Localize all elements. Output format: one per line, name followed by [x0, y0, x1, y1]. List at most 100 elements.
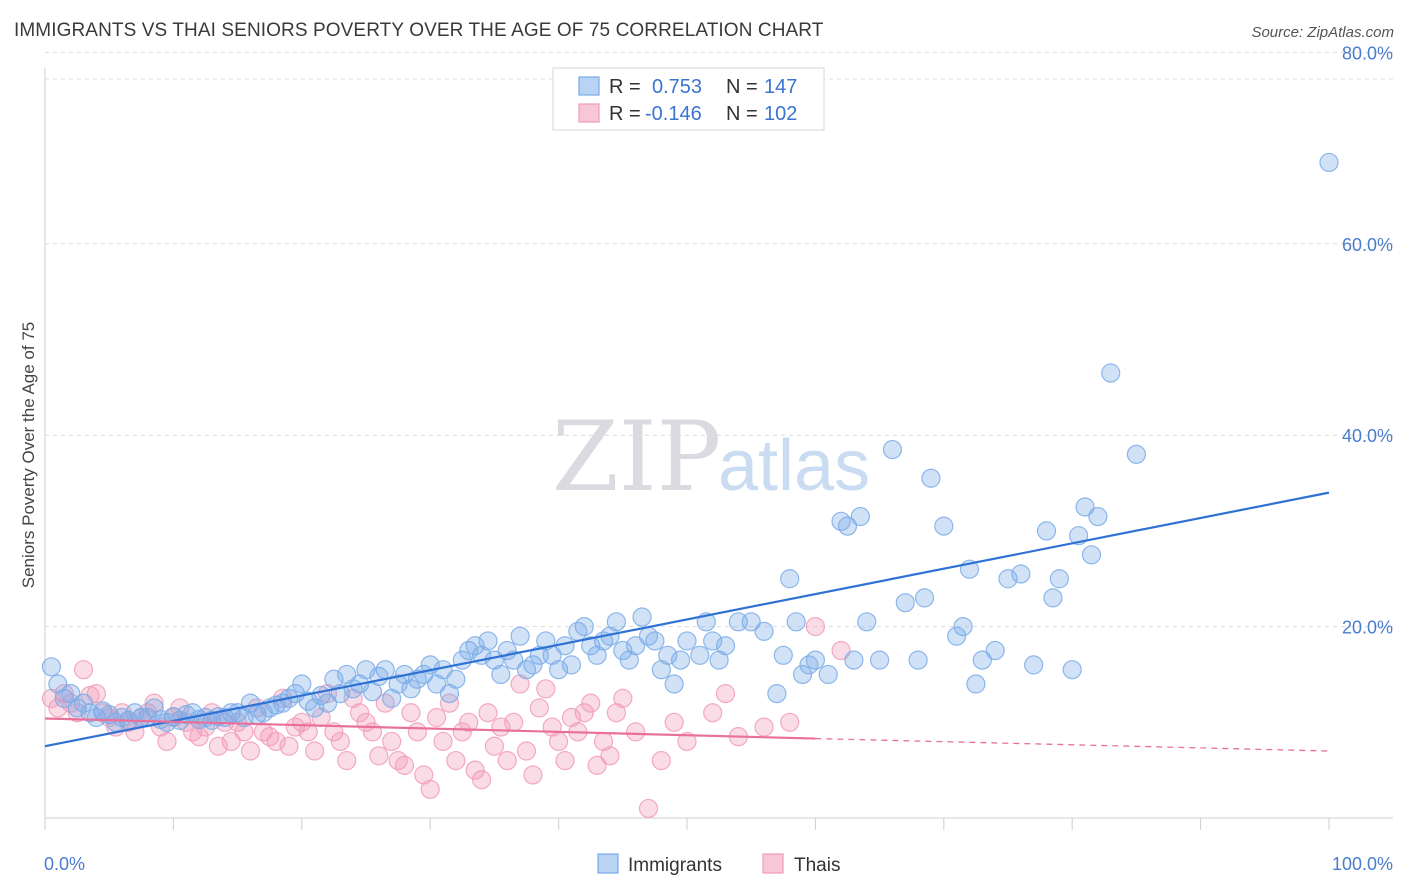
immigrants-point [844, 650, 864, 670]
thais-point [805, 616, 826, 637]
immigrants-point [869, 650, 890, 670]
bottom-legend-thais: Thais [794, 855, 840, 876]
immigrants-point [1088, 506, 1108, 527]
legend-swatch-thais [578, 103, 600, 123]
legend-swatch-immigrants [578, 76, 600, 96]
thais-point [651, 750, 671, 771]
thais-point [471, 770, 492, 790]
thais-point [189, 727, 209, 747]
thais-point [754, 717, 774, 737]
immigrants-point [626, 636, 646, 656]
immigrants-point [1011, 564, 1031, 584]
thais-point [523, 765, 543, 785]
immigrants-point [914, 588, 935, 608]
immigrants-point [317, 693, 338, 713]
immigrants-point [651, 660, 671, 680]
immigrants-point [658, 645, 678, 665]
immigrants-point [632, 607, 652, 627]
immigrants-point [73, 693, 94, 713]
legend-n-value-1: 147 [764, 76, 797, 98]
immigrants-point [953, 616, 973, 637]
immigrants-point [375, 660, 395, 680]
immigrants-point [645, 631, 665, 651]
thais-point [324, 722, 344, 742]
immigrants-point [587, 645, 607, 665]
thais-point [362, 722, 383, 742]
immigrants-point [690, 645, 710, 665]
watermark-atlas: atlas [718, 426, 870, 506]
thais-point [484, 736, 504, 756]
thais-point [715, 683, 736, 704]
immigrants-point [664, 674, 684, 694]
immigrants-point [478, 631, 498, 651]
thais-point [677, 731, 697, 752]
thais-point [516, 741, 537, 761]
immigrants-point [1075, 497, 1095, 517]
immigrants-point [1319, 152, 1339, 173]
thais-point [465, 760, 485, 780]
thais-point [831, 640, 851, 661]
thais-point [157, 731, 177, 752]
y-tick-label: 60.0% [1342, 235, 1393, 255]
immigrants-point [382, 688, 402, 708]
thais-point [298, 722, 318, 742]
y-tick-label: 80.0% [1342, 43, 1393, 63]
bottom-legend-swatch-immigrants [597, 853, 619, 874]
thais-point [73, 660, 94, 680]
immigrants-point [670, 650, 691, 670]
bottom-legend-swatch-thais [762, 853, 784, 874]
immigrants-point [773, 645, 793, 665]
immigrants-point [857, 612, 877, 632]
immigrants-point [837, 516, 858, 536]
legend-n-label-1: N = [726, 76, 758, 98]
immigrants-point [1101, 363, 1121, 383]
thais-point [581, 693, 601, 713]
bottom-legend: Immigrants Thais [597, 853, 840, 876]
thais-point [433, 731, 453, 752]
legend-r-value-2: -0.146 [645, 103, 702, 125]
immigrants-point [850, 506, 870, 527]
thais-point [407, 722, 427, 742]
thais-point [86, 683, 106, 704]
legend-r-label-2: R = [609, 103, 641, 125]
immigrants-point [388, 674, 408, 694]
immigrants-point [1024, 655, 1044, 675]
thais-point [414, 765, 434, 785]
source-label: Source: ZipAtlas.com [1251, 24, 1394, 41]
immigrants-point [966, 674, 986, 694]
immigrants-point [985, 640, 1005, 661]
thais-point [208, 736, 228, 756]
thais-point [600, 746, 620, 766]
immigrants-point [48, 674, 68, 694]
thais-point [555, 750, 575, 771]
thais-point [446, 750, 466, 771]
thais-point [305, 741, 325, 761]
thais-point [491, 717, 511, 737]
x-tick-label-max: 100.0% [1332, 854, 1393, 874]
immigrants-point [305, 698, 325, 718]
thais-point [48, 698, 68, 718]
thais-point [427, 707, 447, 728]
immigrants-point [61, 683, 81, 704]
thais-point [574, 703, 594, 723]
immigrants-point [574, 616, 594, 637]
thais-point [221, 731, 241, 752]
thais-point [240, 741, 261, 761]
immigrants-point [715, 636, 736, 656]
grid-lines [45, 51, 1393, 628]
thais-point [561, 707, 582, 728]
immigrants-point [786, 612, 806, 632]
thais-point [369, 746, 389, 766]
thais-point [144, 693, 164, 713]
immigrants-point [1081, 545, 1102, 565]
thais-point [529, 698, 549, 718]
thais-point [504, 712, 524, 732]
thais-point [349, 703, 370, 723]
thais-point [638, 798, 659, 819]
immigrants-point [446, 669, 466, 689]
x-tick-marks [44, 818, 1330, 830]
immigrants-point [439, 683, 460, 704]
thais-point [587, 755, 607, 775]
immigrants-point [805, 650, 826, 670]
y-axis-title: Seniors Poverty Over the Age of 75 [19, 322, 38, 588]
